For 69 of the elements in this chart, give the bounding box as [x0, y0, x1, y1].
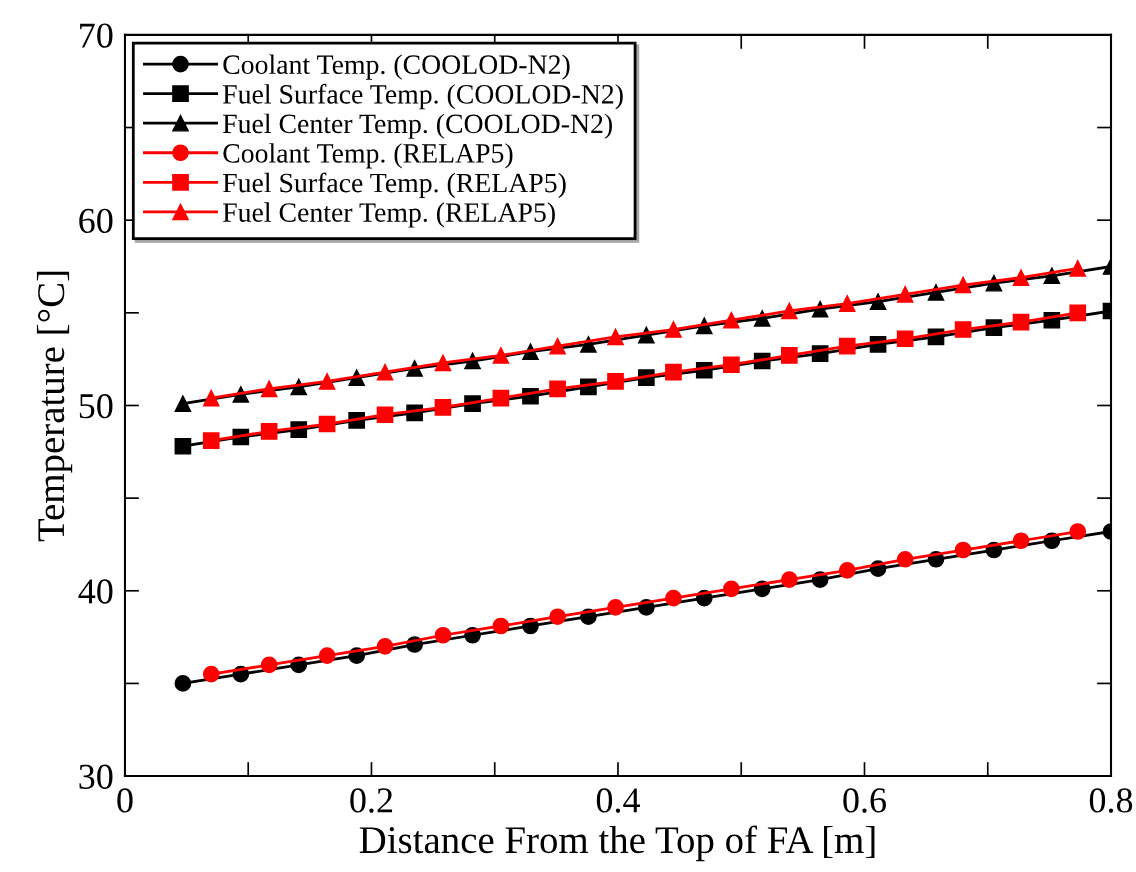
point [607, 373, 624, 390]
point [492, 347, 510, 364]
point [896, 285, 914, 303]
point [896, 550, 914, 568]
point [665, 321, 682, 338]
point [954, 541, 972, 559]
point [723, 311, 740, 329]
x-tick-label: 0.6 [843, 788, 886, 813]
point [1069, 260, 1087, 277]
x-axis-title: Distance From the Top of FA [m] [359, 825, 875, 862]
legend-label: Fuel Surface Temp. (COOLOD-N2) [222, 83, 623, 110]
point [1012, 313, 1030, 331]
point [549, 608, 566, 626]
point [954, 276, 972, 294]
point [780, 347, 798, 364]
point [780, 302, 798, 320]
point [202, 432, 220, 450]
legend-label: Fuel Center Temp. (RELAP5) [222, 202, 555, 228]
y-tick-label: 40 [78, 579, 113, 604]
point [376, 638, 394, 655]
point [549, 380, 566, 398]
point [665, 589, 682, 607]
point [665, 363, 682, 381]
point [723, 356, 740, 374]
point [318, 647, 336, 664]
point [896, 330, 914, 348]
point [1069, 523, 1087, 540]
point [434, 626, 452, 644]
x-tick-label: 0.2 [350, 788, 393, 813]
point [434, 398, 452, 416]
point [202, 665, 220, 683]
point [723, 580, 740, 598]
point [1069, 304, 1087, 322]
y-tick-label: 70 [80, 23, 113, 48]
point [838, 562, 856, 579]
point [492, 389, 510, 407]
point [549, 337, 566, 355]
point [1012, 269, 1030, 286]
point [318, 415, 336, 433]
point [780, 571, 798, 588]
point [376, 406, 394, 424]
point [838, 295, 856, 312]
y-tick-label: 60 [79, 208, 113, 234]
point [260, 656, 278, 674]
point [260, 380, 278, 398]
x-tick-label: 0.4 [596, 788, 640, 813]
legend-label: Coolant Temp. (COOLOD-N2) [223, 54, 570, 80]
y-tick-label: 50 [79, 393, 113, 419]
point [174, 395, 192, 412]
point [434, 354, 452, 372]
point [954, 321, 972, 338]
legend-label: Coolant Temp. (RELAP5) [223, 143, 513, 169]
point [376, 363, 394, 381]
y-axis-title: Temperature [°C] [36, 271, 73, 542]
point [174, 675, 192, 692]
point [174, 437, 192, 455]
point [202, 389, 220, 407]
x-tick-label: 0 [117, 788, 133, 813]
point [318, 373, 336, 390]
point [1012, 532, 1030, 550]
legend-label: Fuel Surface Temp. (RELAP5) [222, 172, 566, 199]
point [607, 328, 624, 346]
y-tick-label: 30 [79, 764, 113, 789]
point [838, 337, 856, 355]
legend-label: Fuel Center Temp. (COOLOD-N2) [222, 113, 612, 139]
point [492, 617, 510, 635]
point [260, 423, 278, 440]
point [607, 599, 624, 616]
x-tick-label: 0.8 [1089, 788, 1133, 813]
